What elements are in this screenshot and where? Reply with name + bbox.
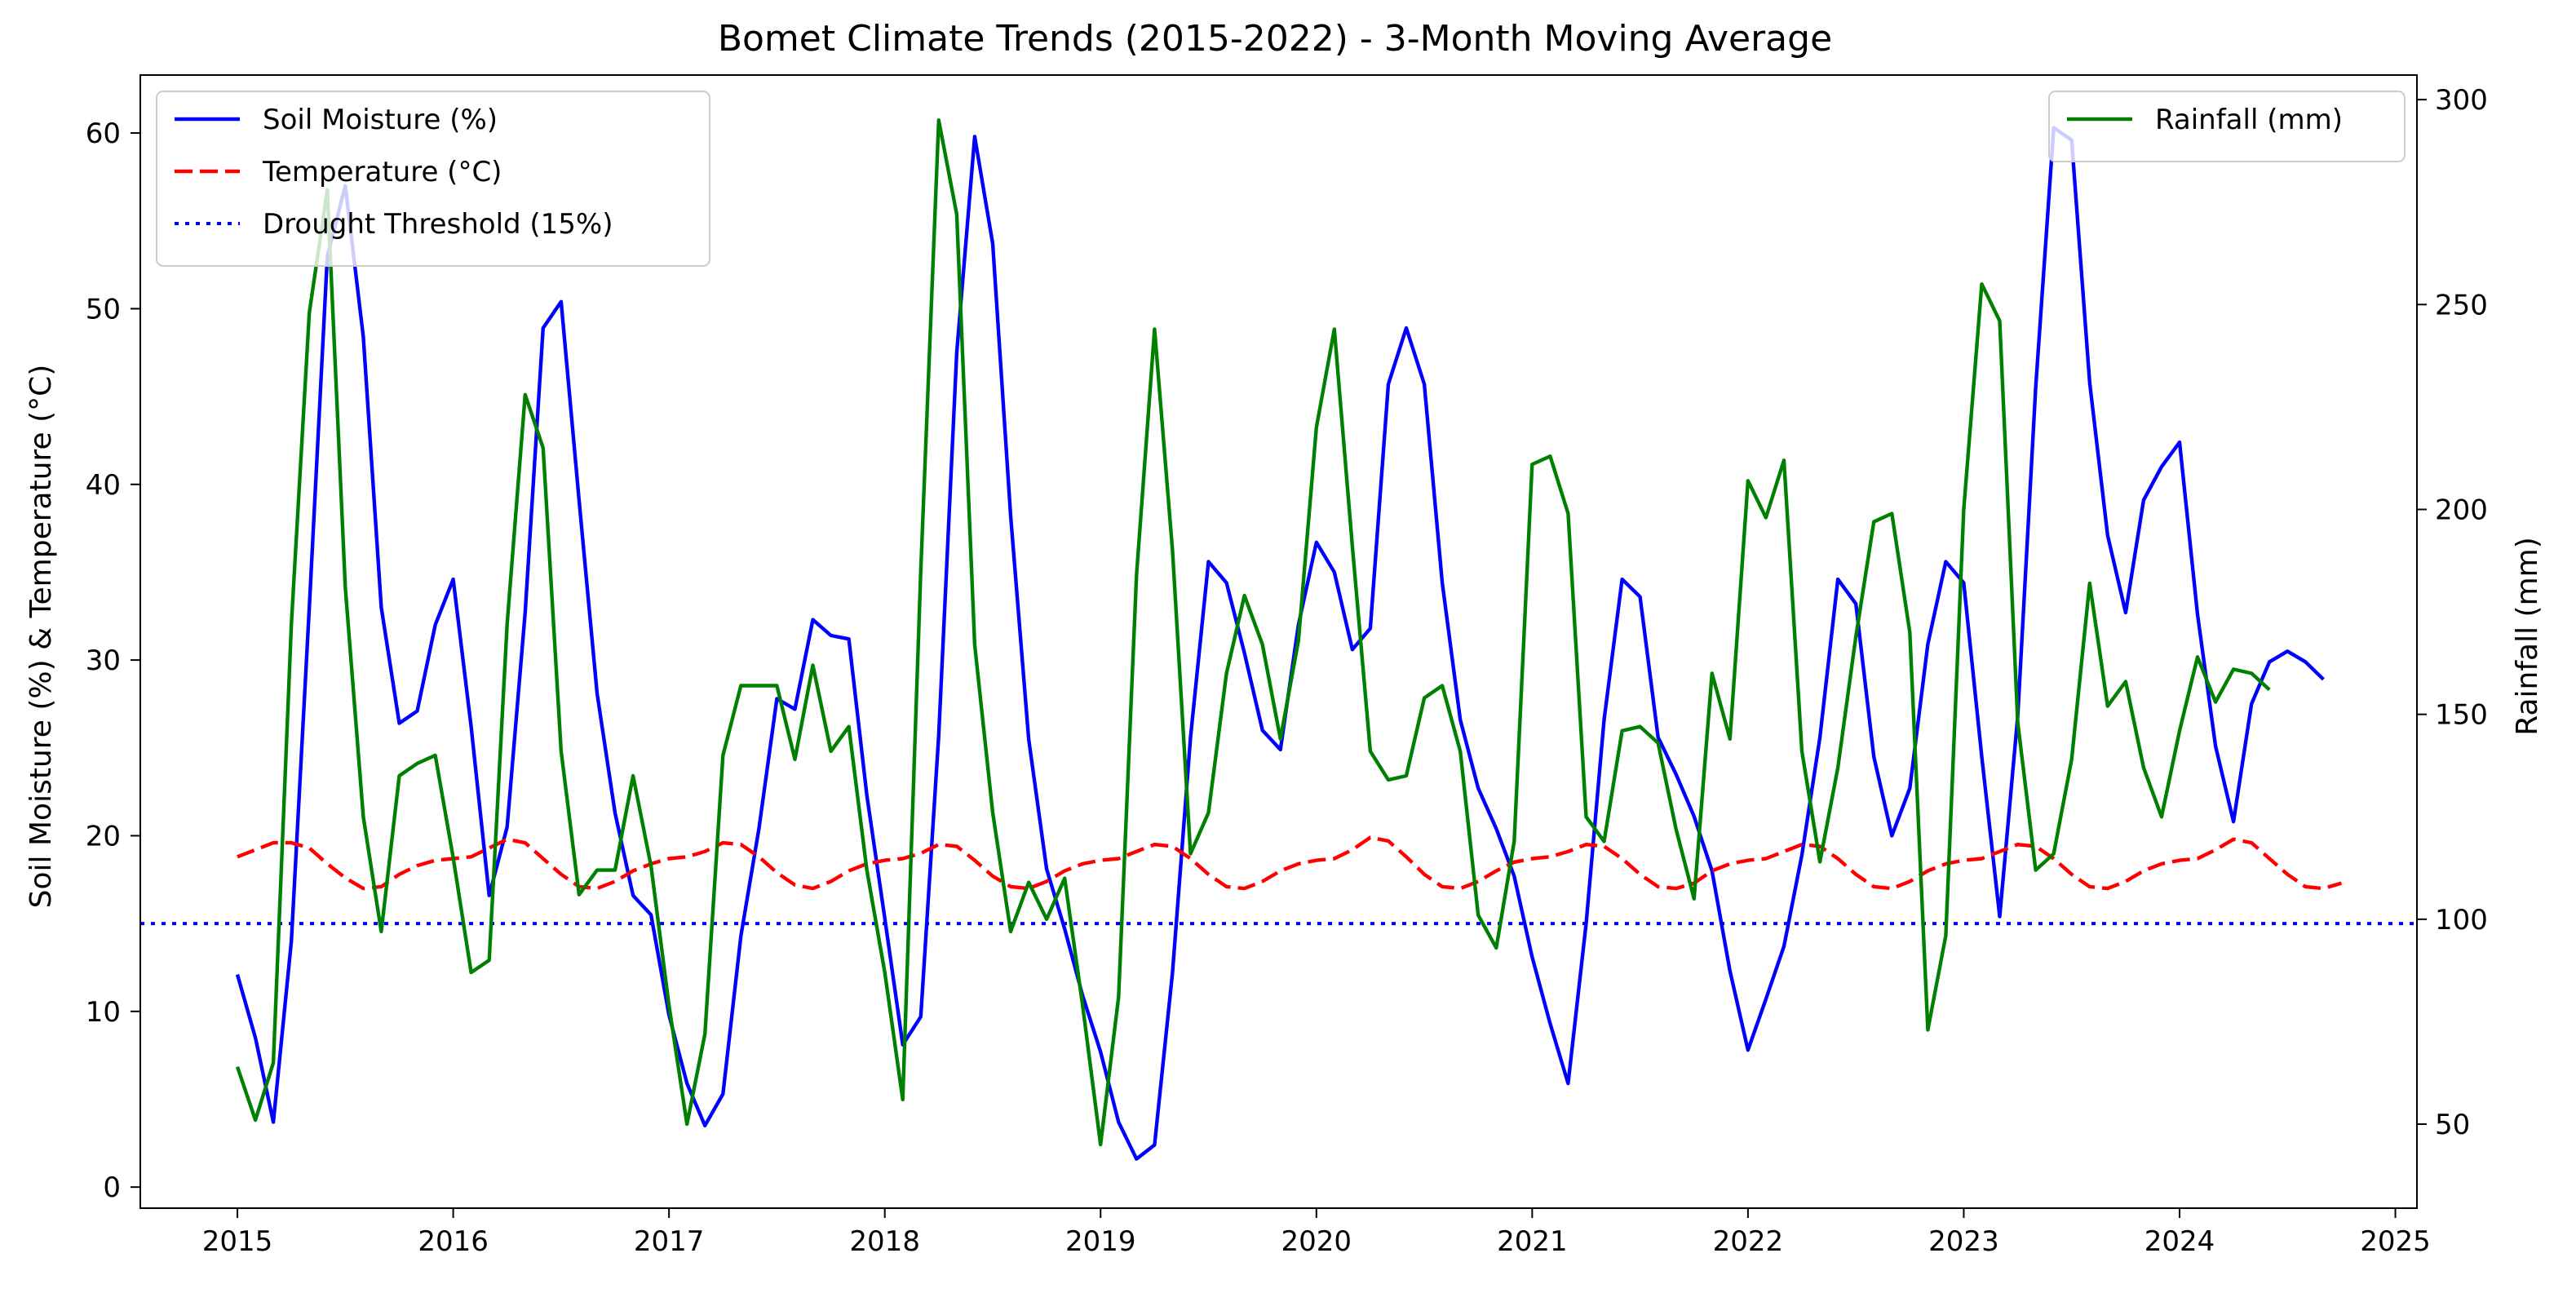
chart-title: Bomet Climate Trends (2015-2022) - 3-Mon…	[718, 18, 1832, 60]
x-tick-label: 2018	[849, 1225, 920, 1258]
x-tick-label: 2019	[1065, 1225, 1136, 1258]
y-right-tick-label: 200	[2435, 494, 2488, 526]
y-left-tick-label: 40	[86, 469, 121, 502]
legends: Soil Moisture (%) Temperature (°C) Drought…	[156, 91, 2406, 267]
x-tick-label: 2023	[1928, 1225, 1999, 1258]
x-tick-label: 2025	[2360, 1225, 2431, 1258]
x-tick-label: 2024	[2144, 1225, 2215, 1258]
x-tick-label: 2016	[418, 1225, 489, 1258]
legend-left-label: Temperature (°C)	[262, 156, 502, 188]
y-left-tick-label: 30	[86, 644, 121, 677]
plot-frame	[139, 74, 2418, 1209]
legend-left-label: Drought Threshold (15%)	[263, 208, 613, 241]
x-tick-label: 2020	[1281, 1225, 1352, 1258]
legend-left-box	[156, 91, 710, 267]
legend-right-box	[2048, 91, 2406, 162]
y-right-tick-label: 300	[2435, 84, 2488, 117]
y-left-tick-label: 60	[86, 117, 121, 150]
y-left-tick-label: 20	[86, 820, 121, 852]
y-right-tick-label: 250	[2435, 289, 2488, 321]
x-tick-label: 2021	[1497, 1225, 1568, 1258]
y-right-tick-label: 100	[2435, 904, 2488, 937]
plot-area	[140, 118, 2417, 1161]
y-axis-left-label: Soil Moisture (%) & Temperature (°C)	[24, 365, 58, 909]
axes: 2015 2016 2017 2018 2019 2020 2021 2022 2023 2024…	[86, 74, 2488, 1258]
series-soil-moisture-line	[235, 126, 2325, 1161]
series-temperature-c-line	[237, 835, 2343, 891]
x-tick-label: 2017	[634, 1225, 705, 1258]
y-left-tick-label: 0	[103, 1171, 121, 1204]
legend-right-label: Rainfall (mm)	[2155, 104, 2343, 136]
x-tick-label: 2022	[1713, 1225, 1784, 1258]
y-axis-right-label: Rainfall (mm)	[2511, 537, 2544, 736]
y-right-tick-label: 50	[2435, 1109, 2470, 1141]
series-rainfall-mm-line	[235, 118, 2271, 1147]
y-left-tick-label: 10	[86, 996, 121, 1029]
x-tick-label: 2015	[202, 1225, 273, 1258]
y-right-tick-label: 150	[2435, 699, 2488, 732]
y-left-tick-label: 50	[86, 293, 121, 325]
legend-left-label: Soil Moisture (%)	[263, 104, 498, 136]
